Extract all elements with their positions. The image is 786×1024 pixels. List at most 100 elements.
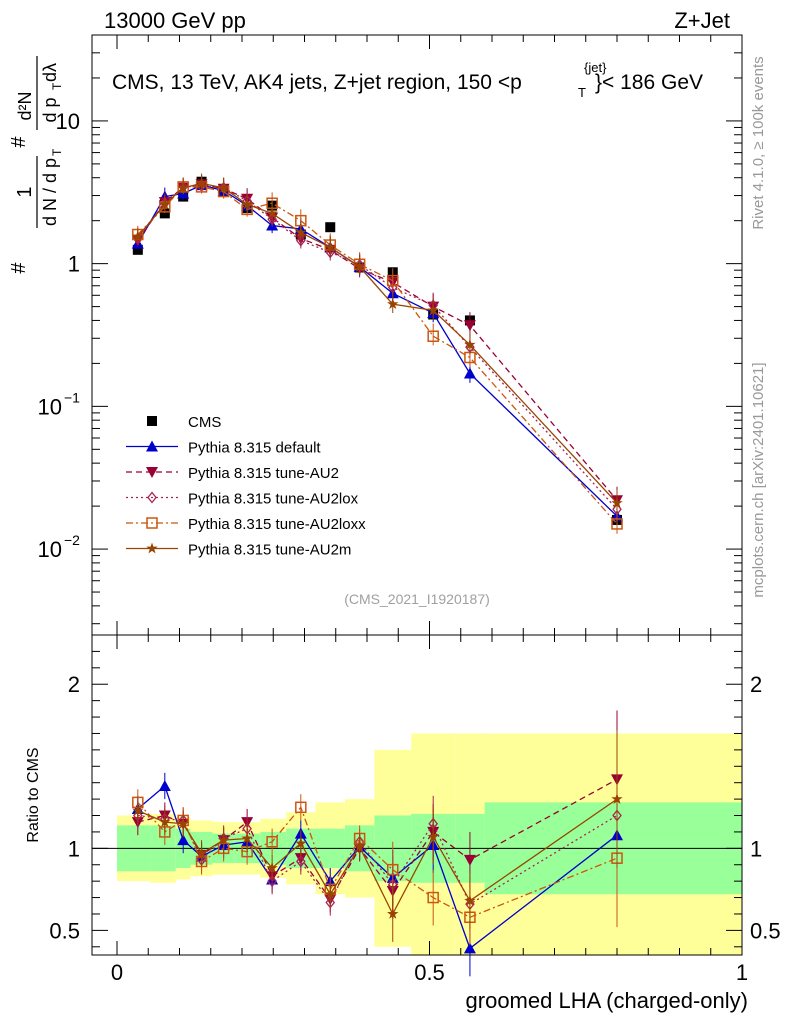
ratio-point: [464, 894, 476, 906]
ratio-point: [159, 816, 171, 827]
chart-title-subscript: T: [578, 85, 586, 100]
ratio-point: [427, 830, 439, 842]
y-label-right-denominator: d p: [40, 97, 60, 122]
ratio-point: [387, 863, 399, 876]
ratio-point: [427, 891, 439, 904]
ratio-frame: [91, 634, 743, 956]
legend-label: Pythia 8.315 default: [188, 440, 321, 457]
ratio-point: [177, 817, 189, 829]
data-point: [195, 177, 208, 189]
ratio-point: [295, 837, 307, 849]
ratio-y-tick-label-right: 1: [750, 836, 762, 861]
ratio-point: [177, 834, 190, 846]
y-label-numerator: 1: [14, 186, 36, 197]
data-point: [387, 274, 399, 287]
data-point: [611, 518, 623, 530]
y-label-right-denominator-end: dλ: [40, 63, 60, 82]
header-right: Z+Jet: [674, 8, 730, 33]
chart-title-superscript: {jet}: [584, 60, 607, 75]
data-point: [159, 198, 171, 210]
y-label-denominator-sub: T: [50, 148, 64, 156]
ratio-point: [353, 840, 366, 852]
legend-label: Pythia 8.315 tune-AU2: [188, 465, 339, 482]
legend-marker: [147, 416, 157, 426]
ratio-y-tick-label: 1: [68, 836, 80, 861]
y-tick-label-exponent: −1: [64, 389, 80, 405]
legend-item: Pythia 8.315 tune-AU2: [126, 465, 339, 482]
data-point: [463, 367, 476, 379]
data-point: [325, 222, 336, 233]
x-tick-label: 0.5: [414, 960, 445, 985]
legend-marker: [146, 440, 158, 452]
legend-item: Pythia 8.315 default: [126, 440, 321, 457]
legend-label: Pythia 8.315 tune-AU2lox: [188, 491, 359, 508]
ratio-point: [266, 862, 278, 873]
x-tick-label: 1: [736, 960, 748, 985]
legend-item: Pythia 8.315 tune-AU2lox: [126, 491, 359, 508]
series-line: [137, 185, 618, 510]
legend-marker: [146, 517, 158, 529]
ratio-y-axis-label: Ratio to CMS: [25, 747, 42, 842]
data-point: [132, 244, 143, 255]
ratio-point: [295, 801, 307, 814]
ratio-y-tick-label: 0.5: [49, 918, 80, 943]
ratio-point: [295, 855, 306, 868]
y-tick-label: 10: [38, 537, 62, 562]
ratio-point: [463, 942, 476, 954]
ratio-point: [195, 847, 208, 859]
ratio-line: [137, 798, 618, 916]
chart-title-end: }< 186 GeV: [595, 71, 703, 94]
series-line: [137, 186, 618, 525]
data-point: [295, 226, 307, 238]
data-point: [464, 338, 476, 350]
ratio-point: [158, 779, 171, 791]
series-2: [131, 174, 623, 510]
data-point: [611, 497, 623, 508]
y-label-hash: #: [8, 262, 30, 274]
ratio-point: [324, 888, 336, 900]
ratio-point: [267, 875, 277, 888]
data-point: [177, 181, 189, 193]
legend-label: Pythia 8.315 tune-AU2loxx: [188, 516, 366, 533]
legend-marker: [146, 542, 158, 554]
x-axis-label: groomed LHA (charged-only): [466, 988, 748, 1013]
reference-label: (CMS_2021_I1920187): [344, 591, 490, 607]
legend-label: Pythia 8.315 tune-AU2m: [188, 542, 351, 559]
legend-marker: [146, 467, 158, 478]
y-axis-label: #1 d N / d p T # d²N d p T dλ: [8, 56, 64, 274]
ratio-point: [217, 834, 230, 845]
series-5: [132, 173, 623, 513]
data-point: [353, 260, 366, 272]
ratio-point: [241, 832, 253, 844]
data-point: [241, 198, 253, 210]
header-left: 13000 GeV pp: [104, 8, 246, 33]
data-point: [132, 230, 144, 242]
ratio-point: [132, 804, 144, 816]
legend-item: CMS: [147, 414, 221, 431]
data-point: [159, 208, 170, 219]
x-tick-label: 0: [111, 960, 123, 985]
y-tick-label: 10: [56, 109, 80, 134]
legend-item: Pythia 8.315 tune-AU2loxx: [126, 516, 366, 533]
ratio-y-tick-label-right: 2: [750, 672, 762, 697]
data-point: [295, 234, 306, 247]
data-point: [266, 207, 278, 219]
ratio-y-tick-label-right: 0.5: [750, 918, 781, 943]
ratio-point: [266, 836, 278, 848]
y-label-right-denominator-sub: T: [50, 82, 64, 90]
ratio-point: [463, 854, 476, 866]
ratio-line: [137, 814, 618, 906]
ratio-point: [611, 793, 623, 804]
data-point: [324, 241, 336, 253]
ratio-line: [137, 801, 618, 919]
legend-marker: [147, 491, 157, 504]
data-point: [463, 320, 476, 332]
y-tick-label: 10: [38, 394, 62, 419]
ratio-y-tick-label: 2: [68, 672, 80, 697]
y-label-denominator: d N / d p: [40, 158, 60, 226]
chart-title: CMS, 13 TeV, AK4 jets, Z+jet region, 150…: [112, 71, 522, 94]
y-label-right-numerator: d²N: [15, 91, 35, 120]
